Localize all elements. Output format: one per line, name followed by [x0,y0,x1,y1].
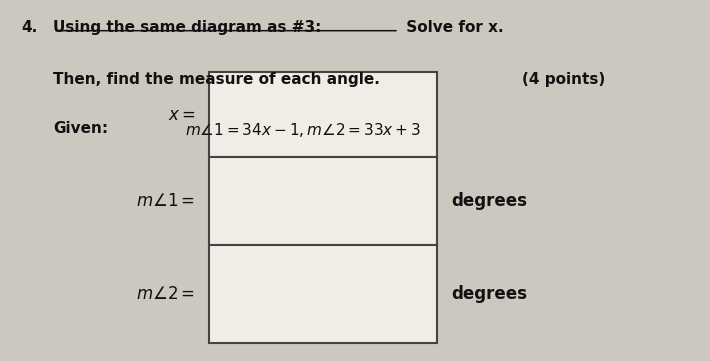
Bar [209,72,437,157]
Text: $m\angle 2 =$: $m\angle 2 =$ [136,285,195,303]
Bar [209,245,437,343]
Text: Using the same diagram as #3:: Using the same diagram as #3: [53,20,322,35]
Text: 4.: 4. [21,20,38,35]
Text: Solve for x.: Solve for x. [401,20,504,35]
Text: (4 points): (4 points) [522,72,605,87]
Text: Then, find the measure of each angle.: Then, find the measure of each angle. [53,72,380,87]
Text: degrees: degrees [451,192,527,210]
Bar [209,157,437,245]
Text: $m\angle 1 =$: $m\angle 1 =$ [136,192,195,210]
Text: degrees: degrees [451,285,527,303]
Text: $x =$: $x =$ [168,106,195,123]
Text: $m\angle 1=34x-1, m\angle 2=33x+3$: $m\angle 1=34x-1, m\angle 2=33x+3$ [185,121,421,139]
Text: Given:: Given: [53,121,109,136]
